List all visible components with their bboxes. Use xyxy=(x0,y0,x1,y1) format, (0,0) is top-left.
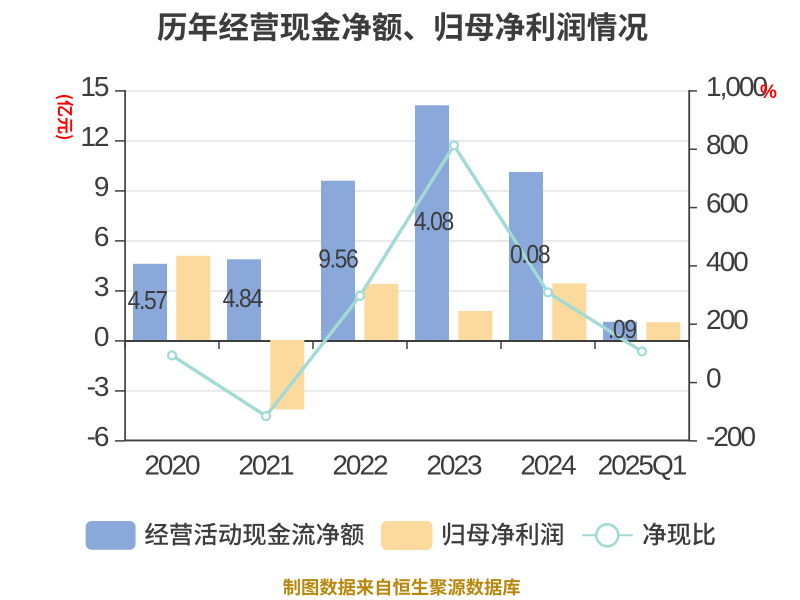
svg-text:9: 9 xyxy=(94,171,109,202)
svg-text:4.84: 4.84 xyxy=(223,285,263,314)
svg-text:2024: 2024 xyxy=(520,450,576,481)
svg-text:600: 600 xyxy=(706,187,748,218)
svg-text:0.08: 0.08 xyxy=(510,241,550,270)
svg-text:-200: -200 xyxy=(706,421,755,452)
svg-text:400: 400 xyxy=(706,246,748,277)
svg-text:2022: 2022 xyxy=(332,450,388,481)
svg-text:4.08: 4.08 xyxy=(414,208,454,237)
svg-text:0: 0 xyxy=(94,321,109,352)
svg-text:800: 800 xyxy=(706,129,748,160)
svg-text:.09: .09 xyxy=(608,316,637,345)
svg-text:2020: 2020 xyxy=(144,450,200,481)
svg-text:%: % xyxy=(760,82,777,103)
svg-text:-6: -6 xyxy=(87,421,109,452)
svg-text:6: 6 xyxy=(94,221,109,252)
svg-text:2021: 2021 xyxy=(238,450,294,481)
svg-text:200: 200 xyxy=(706,304,748,335)
svg-text:1,000: 1,000 xyxy=(706,71,767,102)
svg-text:-3: -3 xyxy=(87,371,109,402)
svg-text:15: 15 xyxy=(80,71,109,102)
svg-text:2025Q1: 2025Q1 xyxy=(598,450,687,481)
svg-text:12: 12 xyxy=(80,121,109,152)
svg-text:3: 3 xyxy=(94,271,109,302)
svg-text:0: 0 xyxy=(706,362,721,393)
svg-text:9.56: 9.56 xyxy=(318,245,358,274)
svg-text:4.57: 4.57 xyxy=(128,287,168,316)
svg-text:2023: 2023 xyxy=(426,450,482,481)
